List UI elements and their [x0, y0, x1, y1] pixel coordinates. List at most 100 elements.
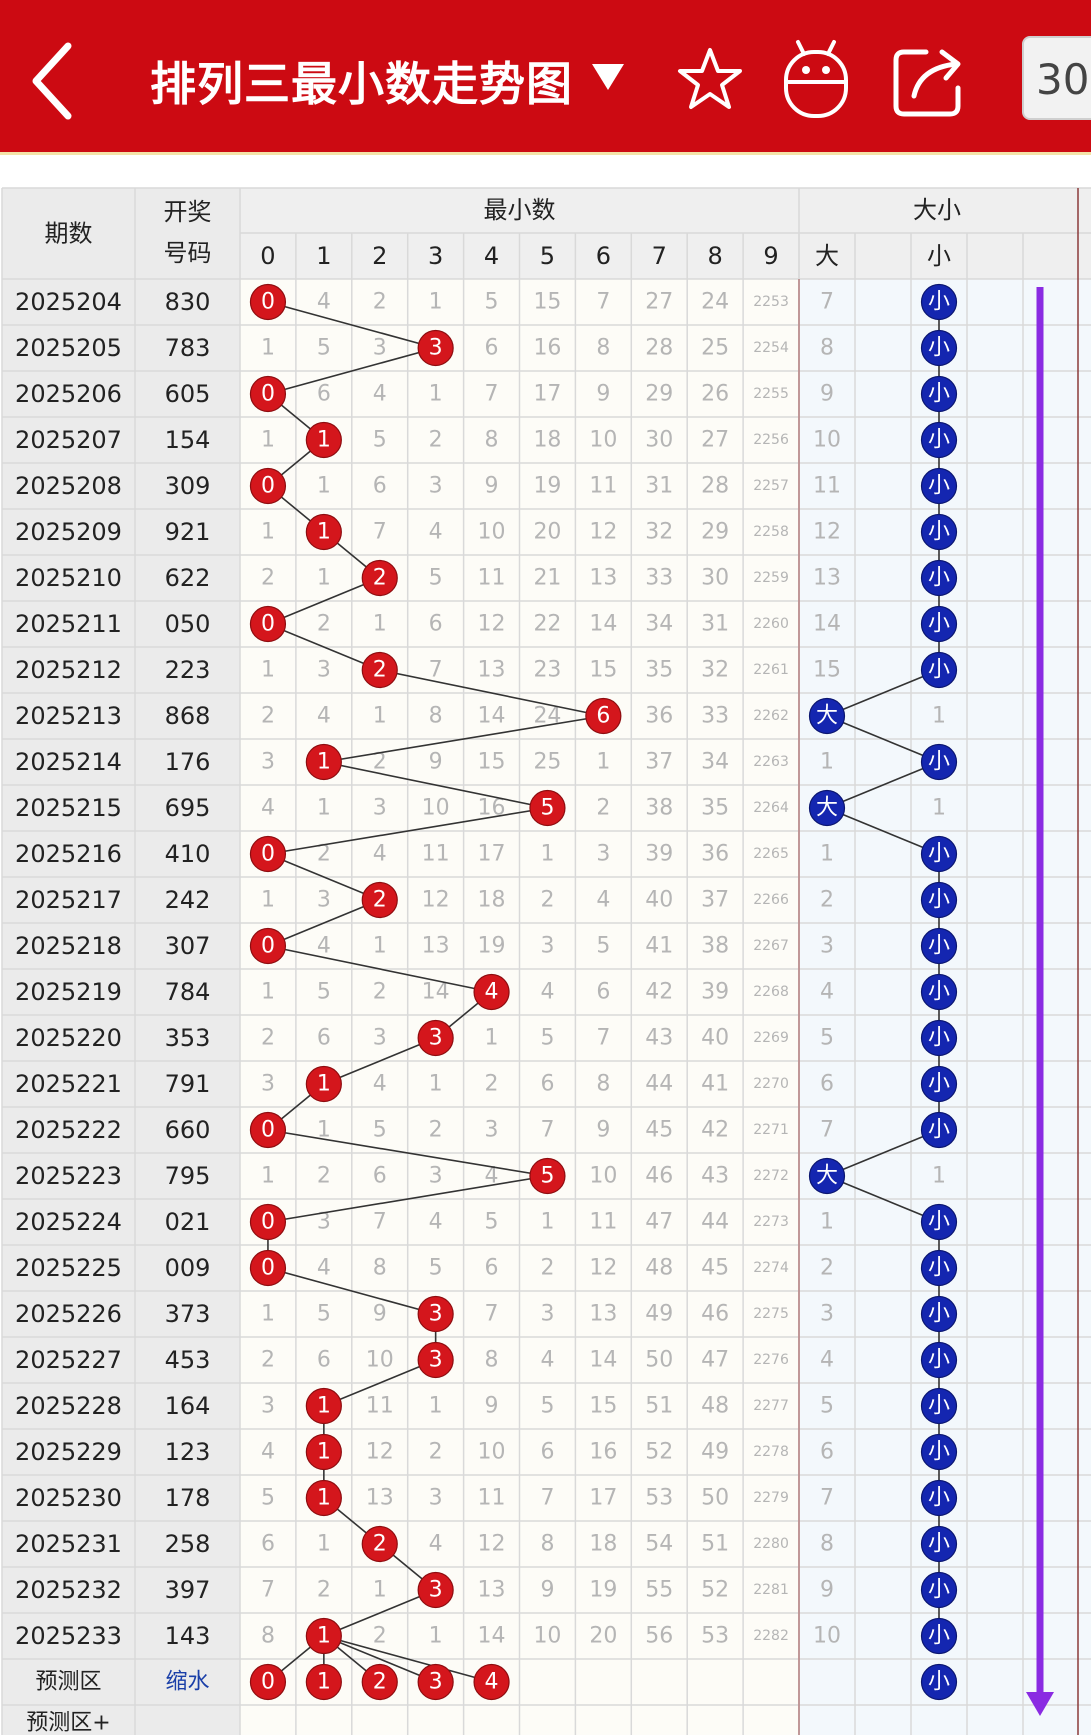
omission-cell: 2260: [753, 616, 789, 632]
bs-ball-circle: [920, 1571, 958, 1609]
min-digit-ball: 1: [305, 513, 342, 551]
omission-cell: 12: [422, 888, 450, 913]
omission-cell: 2: [317, 842, 331, 867]
period-count-button[interactable]: 30期: [1022, 36, 1091, 120]
omission-cell: 15: [478, 750, 506, 775]
omission-cell: 11: [366, 1394, 394, 1419]
omission-cell: 6: [317, 382, 331, 407]
period-cell: 2025221: [15, 1070, 122, 1098]
forecast-bs-ball-label: 小: [928, 1670, 950, 1695]
bs-omission-cell: 2: [820, 888, 834, 913]
omission-cell: 5: [540, 1394, 554, 1419]
bs-omission-cell: 6: [820, 1072, 834, 1097]
bs-ball-label: 小: [928, 1026, 950, 1051]
bs-omission-cell: 9: [820, 1578, 834, 1603]
trend-line: [267, 899, 381, 947]
period-cell: 2025215: [15, 794, 122, 822]
min-digit-ball-label: 3: [429, 1578, 443, 1603]
omission-cell: 39: [701, 980, 729, 1005]
omission-cell: 13: [478, 658, 506, 683]
share-icon[interactable]: [890, 44, 966, 120]
bs-ball-label: 小: [928, 1394, 950, 1419]
min-digit-ball: 1: [305, 743, 342, 781]
draw-cell: 258: [165, 1530, 211, 1558]
omission-cell: 1: [317, 566, 331, 591]
omission-cell: 18: [589, 1532, 617, 1557]
min-digit-ball: 1: [305, 1617, 342, 1655]
omission-cell: 3: [261, 1394, 275, 1419]
bs-ball-label: 大: [816, 1164, 838, 1189]
omission-cell: 40: [701, 1026, 729, 1051]
omission-cell: 17: [589, 1486, 617, 1511]
omission-cell: 17: [478, 842, 506, 867]
omission-cell: 10: [589, 1164, 617, 1189]
omission-cell: 36: [701, 842, 729, 867]
triangle-down-icon[interactable]: [590, 62, 626, 92]
period-cell: 2025231: [15, 1530, 122, 1558]
omission-cell: 2277: [753, 1398, 789, 1414]
page-title[interactable]: 排列三最小数走势图: [150, 57, 573, 111]
period-cell: 2025228: [15, 1392, 122, 1420]
omission-cell: 3: [373, 796, 387, 821]
omission-cell: 3: [317, 1210, 331, 1235]
min-digit-ball: 0: [249, 835, 287, 873]
bs-ball-circle: [920, 1295, 958, 1333]
omission-cell: 2278: [753, 1444, 789, 1460]
back-chevron-icon[interactable]: [24, 36, 84, 126]
omission-cell: 3: [429, 474, 443, 499]
bs-ball: 小: [920, 1617, 958, 1655]
min-group-header: 最小数: [484, 196, 556, 224]
omission-cell: 2269: [753, 1030, 789, 1046]
omission-cell: 8: [596, 1072, 610, 1097]
omission-cell: 6: [317, 1026, 331, 1051]
bs-omission-cell: 8: [820, 1532, 834, 1557]
omission-cell: 2: [429, 1118, 443, 1143]
digit-header-3: 3: [428, 242, 443, 270]
bs-omission-cell: 3: [820, 1302, 834, 1327]
min-digit-ball-circle: [249, 835, 287, 873]
omission-cell: 13: [478, 1578, 506, 1603]
omission-cell: 7: [540, 1486, 554, 1511]
omission-cell: 1: [261, 980, 275, 1005]
digit-header-9: 9: [763, 242, 778, 270]
omission-cell: 38: [701, 934, 729, 959]
period-cell: 2025223: [15, 1162, 122, 1190]
min-digit-ball: 2: [361, 1525, 398, 1563]
omission-cell: 4: [317, 1256, 331, 1281]
omission-cell: 5: [596, 934, 610, 959]
trend-line: [267, 1267, 436, 1315]
omission-cell: 35: [701, 796, 729, 821]
omission-cell: 7: [596, 290, 610, 315]
omission-cell: 16: [533, 336, 561, 361]
omission-cell: 44: [701, 1210, 729, 1235]
draw-cell: 660: [165, 1116, 211, 1144]
omission-cell: 2274: [753, 1260, 789, 1276]
omission-cell: 5: [540, 1026, 554, 1051]
trend-line: [267, 623, 381, 671]
omission-cell: 1: [261, 1302, 275, 1327]
min-digit-ball: 1: [305, 421, 342, 459]
min-digit-ball: 0: [249, 375, 287, 413]
min-digit-ball-circle: [473, 973, 510, 1011]
min-digit-ball: 3: [417, 1295, 454, 1333]
min-digit-ball-label: 3: [429, 1348, 443, 1373]
omission-cell: 1: [261, 658, 275, 683]
min-digit-ball-label: 5: [540, 1164, 554, 1189]
robot-icon[interactable]: [780, 38, 852, 122]
bs-ball: 小: [920, 1065, 958, 1103]
omission-cell: 20: [533, 520, 561, 545]
omission-cell: 7: [373, 520, 387, 545]
omission-cell: 1: [429, 290, 443, 315]
omission-cell: 5: [429, 1256, 443, 1281]
period-cell: 2025227: [15, 1346, 122, 1374]
omission-cell: 2257: [753, 478, 789, 494]
bs-ball-circle: [920, 1479, 958, 1517]
bs-ball: 小: [920, 421, 958, 459]
omission-cell: 18: [533, 428, 561, 453]
forecast-line: [323, 1635, 492, 1683]
star-icon[interactable]: [676, 46, 744, 112]
min-digit-ball-circle: [249, 1111, 287, 1149]
omission-cell: 3: [485, 1118, 499, 1143]
omission-cell: 4: [373, 1072, 387, 1097]
bs-ball-circle: [920, 1019, 958, 1057]
